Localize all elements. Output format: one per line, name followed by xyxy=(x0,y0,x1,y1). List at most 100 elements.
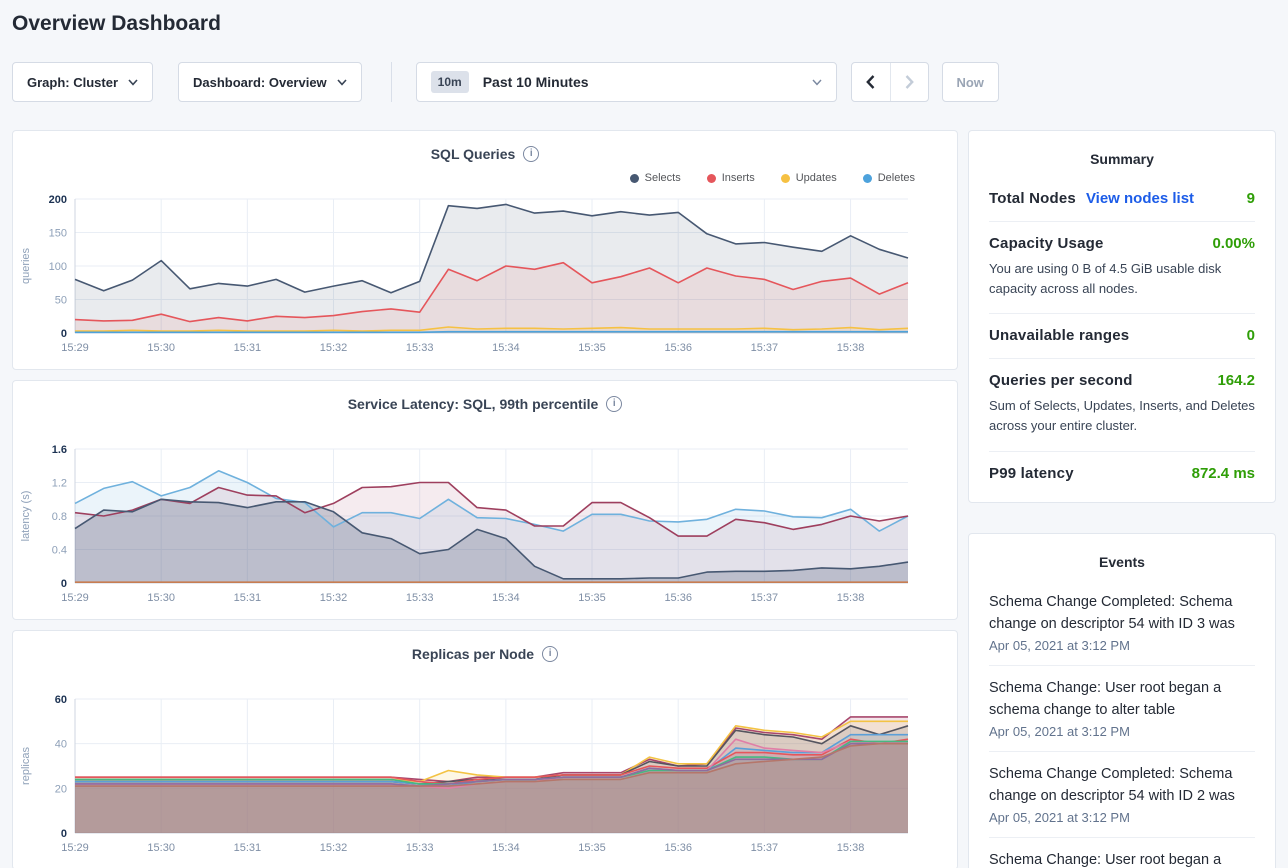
info-icon[interactable]: i xyxy=(606,395,623,412)
svg-text:15:34: 15:34 xyxy=(492,592,520,604)
summary-row-value: 0.00% xyxy=(1212,235,1255,252)
info-icon[interactable]: i xyxy=(523,145,540,162)
svg-text:15:33: 15:33 xyxy=(406,842,434,854)
info-icon[interactable]: i xyxy=(542,645,559,662)
series-area-series-3 xyxy=(75,725,908,833)
svg-text:15:29: 15:29 xyxy=(61,342,89,354)
event-text: Schema Change: User root began a schema … xyxy=(989,679,1222,718)
summary-row-value: 9 xyxy=(1246,190,1255,207)
replicas-per-node-panel: Replicas per Node i 0 20 40 60 15:29 15:30 15:31… xyxy=(12,630,958,868)
summary-row: Unavailable ranges 0 xyxy=(989,313,1255,358)
summary-row-label: Unavailable ranges xyxy=(989,327,1130,345)
time-range-badge: 10m xyxy=(430,71,469,93)
svg-text:15:38: 15:38 xyxy=(837,842,865,854)
series-line-series-1 xyxy=(74,470,909,532)
time-range-picker[interactable]: 10m Past 10 Minutes xyxy=(415,62,837,102)
legend-item-selects[interactable]: Selects xyxy=(629,172,681,184)
svg-text:15:30: 15:30 xyxy=(147,592,175,604)
event-timestamp: Apr 05, 2021 at 3:12 PM xyxy=(989,809,1130,825)
graph-dropdown[interactable]: Graph: Cluster xyxy=(12,62,154,102)
charts-column: SQL Queries i Selects Inserts Updates Deletes… xyxy=(12,130,958,868)
summary-row-description: Sum of Selects, Updates, Inserts, and De… xyxy=(989,398,1255,434)
svg-text:0.8: 0.8 xyxy=(52,511,67,523)
summary-row-label: Queries per second xyxy=(989,372,1133,390)
chevron-right-icon xyxy=(905,75,914,89)
event-item: Schema Change: User root began a schema … xyxy=(989,666,1255,752)
page-title: Overview Dashboard xyxy=(12,12,221,35)
chevron-down-icon xyxy=(128,78,138,86)
chart-title: Service Latency: SQL, 99th percentile xyxy=(347,395,599,412)
series-area-series-4 xyxy=(75,734,908,833)
svg-text:200: 200 xyxy=(49,194,67,206)
svg-text:15:36: 15:36 xyxy=(664,342,692,354)
svg-text:1.6: 1.6 xyxy=(52,444,67,456)
view-nodes-list-link[interactable]: View nodes list xyxy=(1085,190,1195,207)
time-next-button[interactable] xyxy=(889,63,928,101)
time-prev-button[interactable] xyxy=(852,63,890,101)
dashboard-dropdown[interactable]: Dashboard: Overview xyxy=(178,62,362,102)
dashboard-dropdown-label: Dashboard: Overview xyxy=(193,74,327,90)
service-latency-sql-99th-percentile-chart[interactable]: 0 0.4 0.8 1.2 1.6 15:29 15:30 15:31 15:32 15:33 15… xyxy=(13,437,959,613)
series-line-inserts xyxy=(74,261,909,323)
series-area-inserts xyxy=(75,262,908,333)
legend-item-deletes[interactable]: Deletes xyxy=(862,172,915,184)
legend-dot-icon xyxy=(706,173,716,183)
series-area-series-6 xyxy=(75,739,908,833)
toolbar-divider xyxy=(390,62,392,102)
chart-legend xyxy=(13,669,957,687)
event-timestamp: Apr 05, 2021 at 3:12 PM xyxy=(989,637,1130,653)
summary-row-label: Capacity Usage xyxy=(989,235,1104,252)
series-area-series-9 xyxy=(75,743,908,833)
time-step-buttons xyxy=(850,62,929,102)
chevron-down-icon xyxy=(337,78,347,86)
svg-text:15:31: 15:31 xyxy=(234,842,262,854)
legend-item-updates[interactable]: Updates xyxy=(780,172,837,184)
series-line-updates xyxy=(75,326,909,332)
legend-label: Deletes xyxy=(877,172,915,184)
summary-row-value: 164.2 xyxy=(1217,372,1255,390)
event-text: Schema Change Completed: Schema change o… xyxy=(989,593,1235,632)
svg-text:15:34: 15:34 xyxy=(492,842,520,854)
event-item: Schema Change Completed: Schema change o… xyxy=(989,580,1255,666)
summary-row-label: P99 latency xyxy=(989,464,1074,482)
legend-label: Updates xyxy=(795,172,837,184)
summary-row-value: 0 xyxy=(1246,327,1255,345)
sql-queries-chart[interactable]: 0 50 100 150 200 15:29 15:30 15:31 15:32 15:33 15:… xyxy=(13,187,959,363)
svg-text:15:38: 15:38 xyxy=(837,592,865,604)
svg-text:0: 0 xyxy=(61,578,67,590)
svg-text:15:31: 15:31 xyxy=(234,342,262,354)
svg-text:15:37: 15:37 xyxy=(751,342,779,354)
sql-queries-panel: SQL Queries i Selects Inserts Updates Deletes… xyxy=(12,130,958,370)
legend-item-inserts[interactable]: Inserts xyxy=(706,172,755,184)
series-area-series-3 xyxy=(75,499,908,583)
svg-text:15:34: 15:34 xyxy=(492,342,520,354)
svg-text:0: 0 xyxy=(61,328,67,340)
service-latency-sql-99th-percentile-panel: Service Latency: SQL, 99th percentile i 0 0… xyxy=(12,380,958,620)
svg-text:15:29: 15:29 xyxy=(61,592,89,604)
summary-row: Queries per second 164.2 Sum of Selects, U… xyxy=(989,358,1255,450)
legend-label: Selects xyxy=(644,172,681,184)
series-area-series-1 xyxy=(75,716,908,833)
legend-dot-icon xyxy=(862,173,872,183)
summary-panel: Summary Total Nodes View nodes list 9 Capac… xyxy=(968,130,1276,503)
chevron-down-icon xyxy=(812,79,822,85)
now-button[interactable]: Now xyxy=(941,62,999,102)
graph-dropdown-label: Graph: Cluster xyxy=(27,74,119,90)
svg-text:15:35: 15:35 xyxy=(578,592,606,604)
summary-row: Total Nodes View nodes list 9 xyxy=(989,177,1255,221)
series-line-series-2 xyxy=(74,481,909,537)
svg-text:15:37: 15:37 xyxy=(751,592,779,604)
series-area-series-8 xyxy=(75,743,908,833)
svg-text:15:29: 15:29 xyxy=(61,842,89,854)
series-line-series-3 xyxy=(74,498,909,580)
chart-title: SQL Queries xyxy=(430,145,516,162)
event-timestamp: Apr 05, 2021 at 3:12 PM xyxy=(989,723,1130,739)
series-line-deletes xyxy=(75,330,908,334)
svg-text:15:30: 15:30 xyxy=(147,842,175,854)
legend-label: Inserts xyxy=(721,172,755,184)
event-text: Schema Change Completed: Schema change o… xyxy=(989,765,1235,804)
summary-row-value: 872.4 ms xyxy=(1191,464,1255,482)
svg-text:15:38: 15:38 xyxy=(837,342,865,354)
replicas-per-node-chart[interactable]: 0 20 40 60 15:29 15:30 15:31 15:32 15:33 15:34 15:… xyxy=(13,687,959,863)
svg-text:15:35: 15:35 xyxy=(578,342,606,354)
